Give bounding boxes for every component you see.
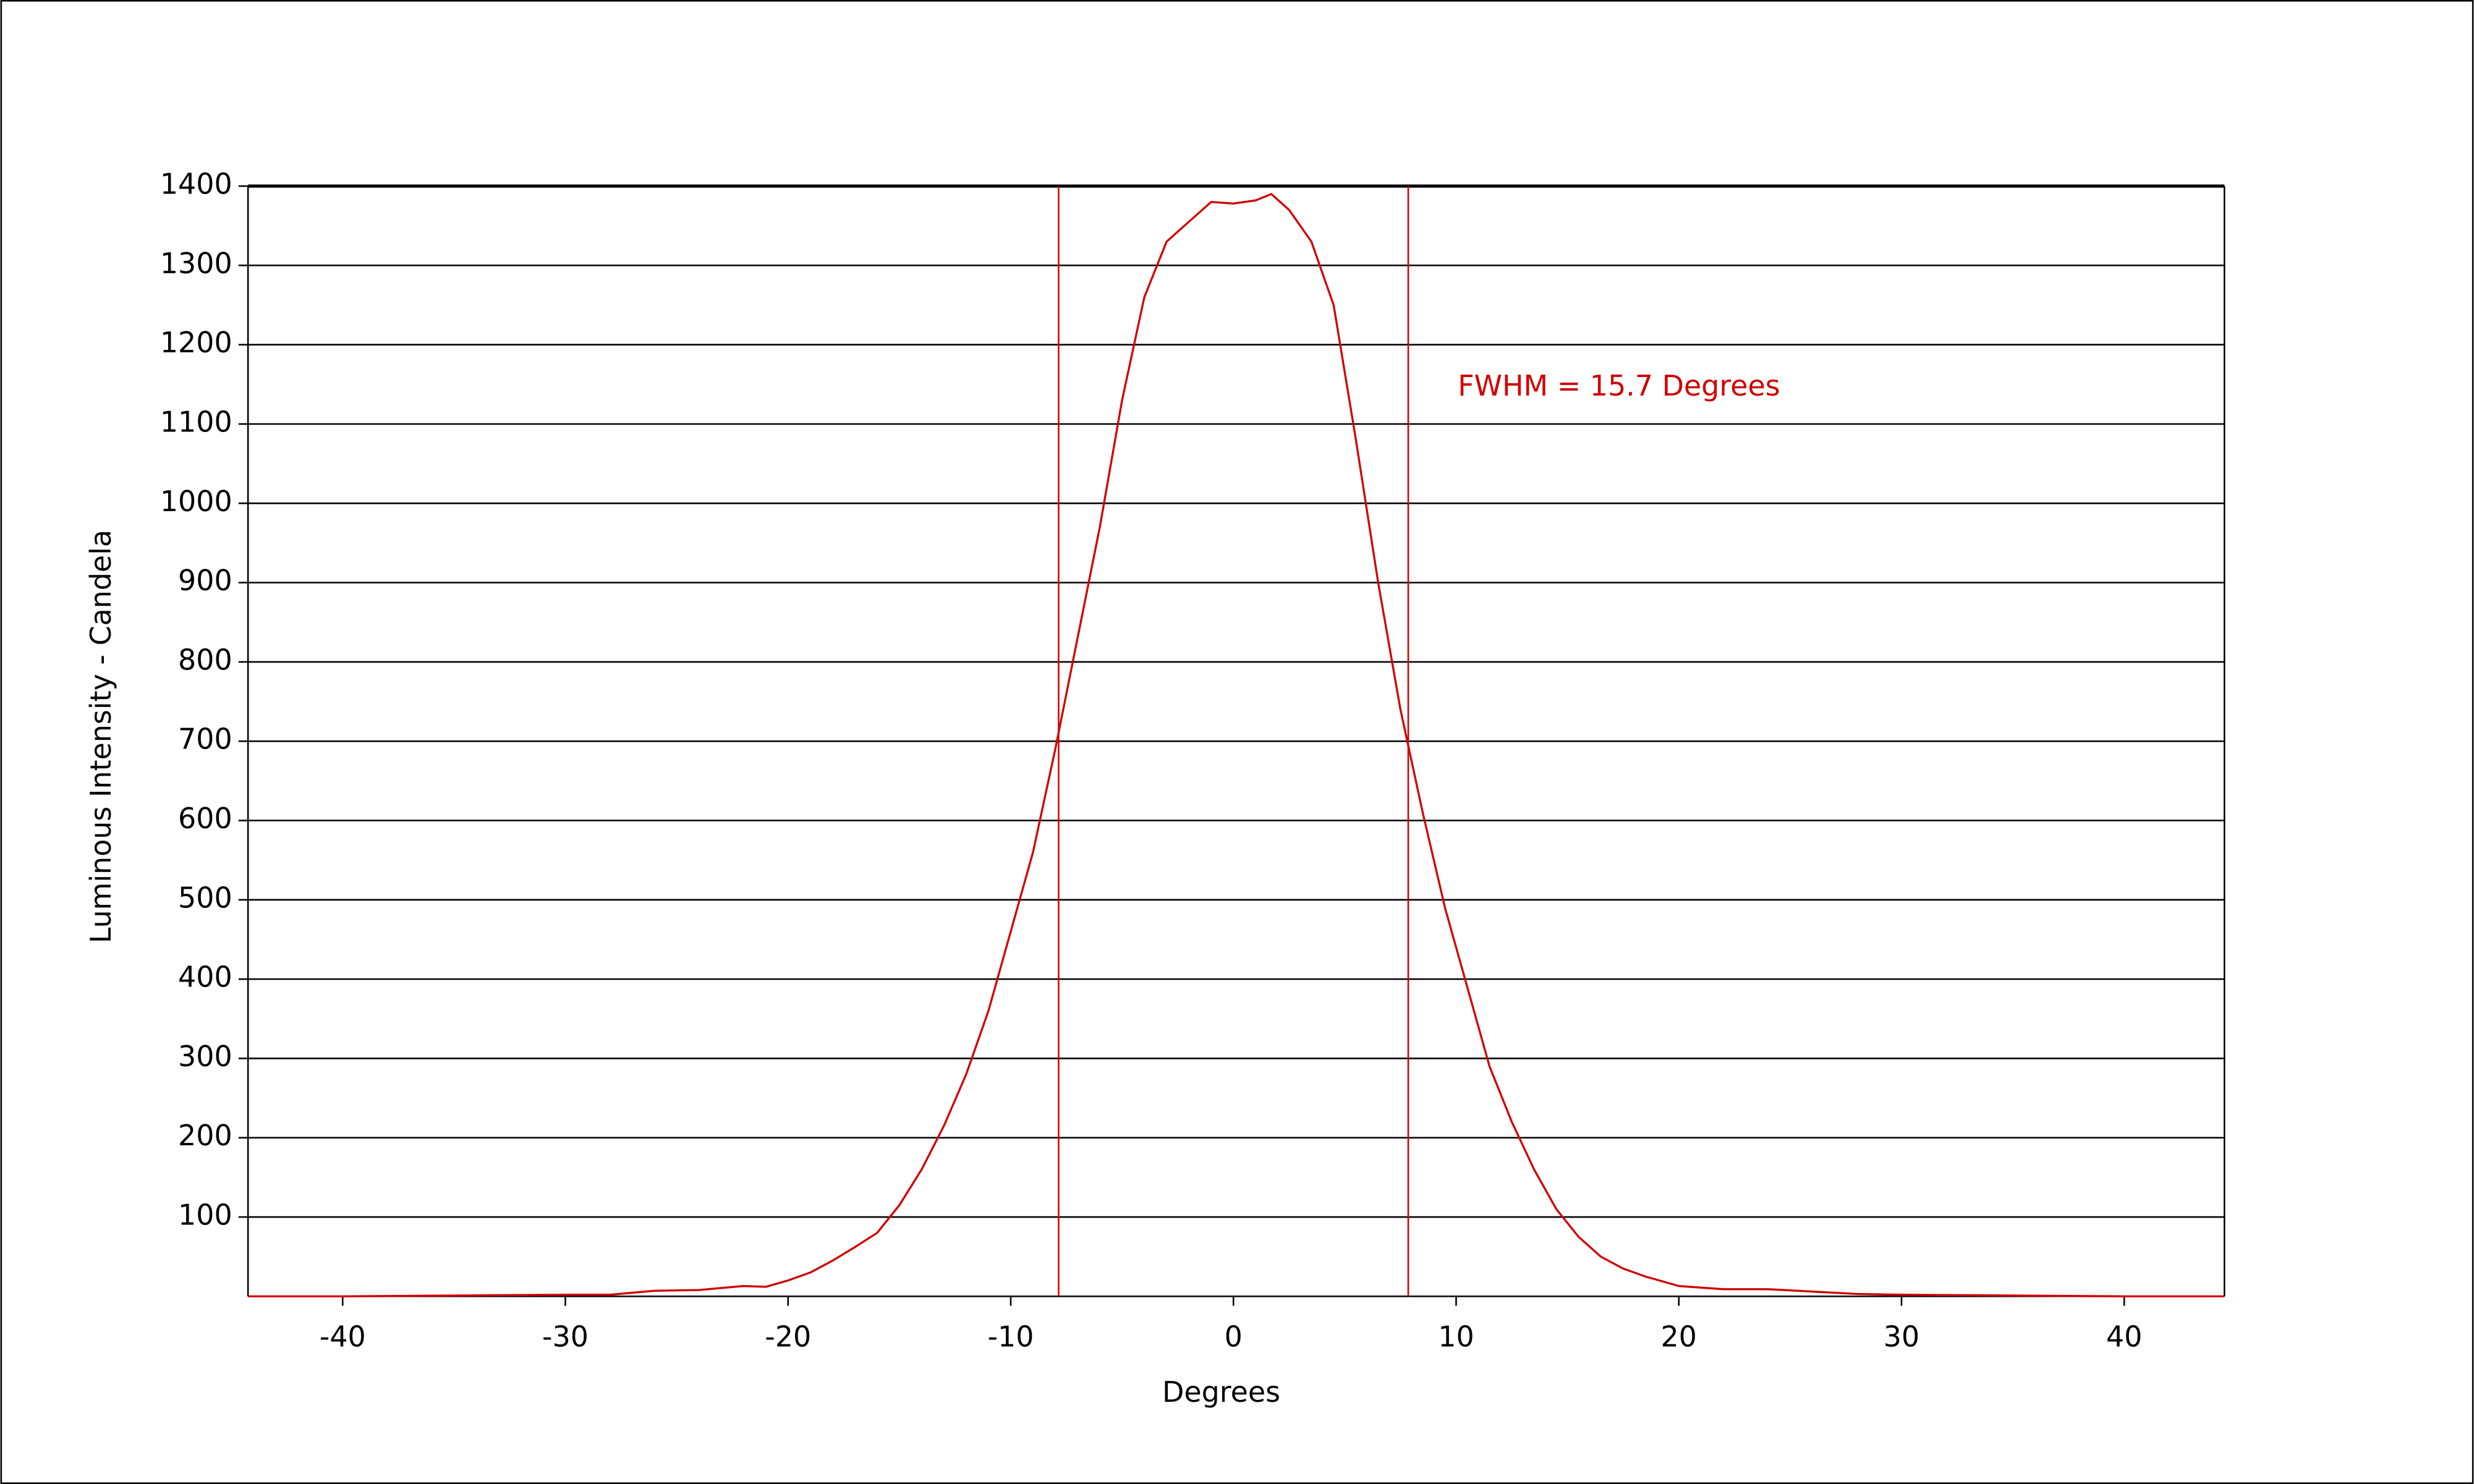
y-tick-label: 1200 — [160, 326, 232, 359]
annotation: FWHM = 15.7 Degrees — [1458, 369, 1780, 402]
y-tick-label: 200 — [178, 1119, 232, 1152]
x-tick-label: 40 — [2106, 1320, 2142, 1354]
y-tick-label: 300 — [178, 1040, 232, 1073]
x-tick-label: -30 — [542, 1320, 589, 1354]
x-axis-label: Degrees — [1162, 1375, 1280, 1409]
x-tick-label: 20 — [1660, 1320, 1696, 1354]
y-tick-label: 100 — [178, 1198, 232, 1232]
data-line — [248, 193, 2225, 1298]
y-tick-label: 700 — [178, 723, 232, 756]
y-tick-label: 1300 — [160, 247, 232, 280]
y-tick-label: 600 — [178, 802, 232, 835]
x-tick-label: -40 — [320, 1320, 366, 1354]
x-tick-label: -20 — [765, 1320, 811, 1354]
y-tick-label: 900 — [178, 564, 232, 597]
y-tick-label: 500 — [178, 881, 232, 914]
y-tick-label: 800 — [178, 643, 232, 676]
x-tick-label: 0 — [1225, 1320, 1243, 1354]
y-tick-label: 1400 — [160, 167, 232, 201]
y-tick-label: 1000 — [160, 485, 232, 518]
y-axis-label: Luminous Intensity - Candela — [84, 530, 117, 943]
y-tick-label: 1100 — [160, 405, 232, 439]
x-tick-label: -10 — [987, 1320, 1034, 1354]
x-tick-label: 30 — [1884, 1320, 1919, 1354]
y-tick-label: 400 — [178, 960, 232, 994]
x-tick-label: 10 — [1438, 1320, 1474, 1354]
